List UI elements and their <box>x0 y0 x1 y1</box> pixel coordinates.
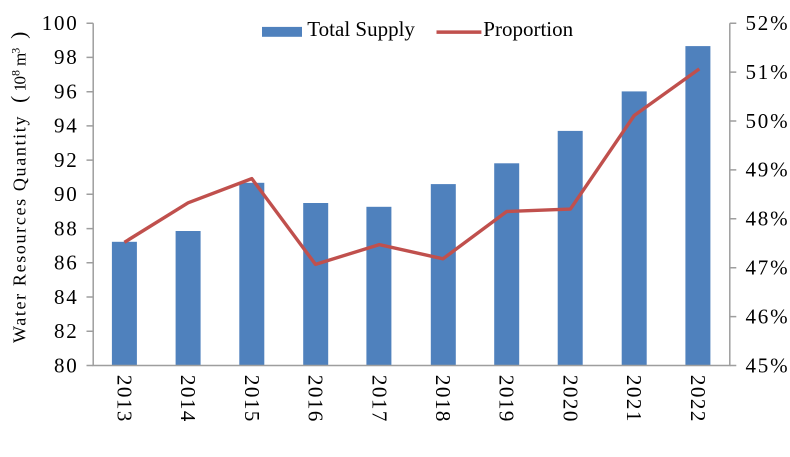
svg-text:84: 84 <box>54 285 79 309</box>
svg-text:96: 96 <box>54 80 79 104</box>
svg-text:2016: 2016 <box>304 375 328 423</box>
svg-text:2013: 2013 <box>112 375 136 423</box>
svg-text:45%: 45% <box>746 353 790 377</box>
svg-text:46%: 46% <box>746 304 790 328</box>
svg-text:2014: 2014 <box>176 375 200 423</box>
svg-text:Water Resources Quantity(108m3: Water Resources Quantity(108m3) <box>7 32 31 343</box>
svg-text:2022: 2022 <box>686 375 710 423</box>
svg-text:86: 86 <box>54 251 79 275</box>
svg-text:47%: 47% <box>746 256 790 280</box>
svg-text:94: 94 <box>54 114 79 138</box>
svg-text:82: 82 <box>54 319 79 343</box>
svg-text:51%: 51% <box>746 60 790 84</box>
svg-text:49%: 49% <box>746 158 790 182</box>
svg-text:90: 90 <box>54 182 79 206</box>
svg-text:100: 100 <box>42 11 79 35</box>
svg-text:50%: 50% <box>746 109 790 133</box>
svg-text:88: 88 <box>54 216 79 240</box>
svg-text:80: 80 <box>54 353 79 377</box>
svg-text:48%: 48% <box>746 207 790 231</box>
svg-text:2019: 2019 <box>495 375 519 423</box>
svg-text:52%: 52% <box>746 11 790 35</box>
svg-text:92: 92 <box>54 148 79 172</box>
svg-text:2021: 2021 <box>622 375 646 423</box>
svg-text:2017: 2017 <box>367 375 391 423</box>
svg-text:98: 98 <box>54 45 79 69</box>
svg-text:2015: 2015 <box>240 375 264 423</box>
svg-text:Proportion: Proportion <box>483 17 573 41</box>
svg-text:2018: 2018 <box>431 375 455 423</box>
svg-text:2020: 2020 <box>558 375 582 423</box>
svg-text:Total Supply: Total Supply <box>307 17 415 41</box>
